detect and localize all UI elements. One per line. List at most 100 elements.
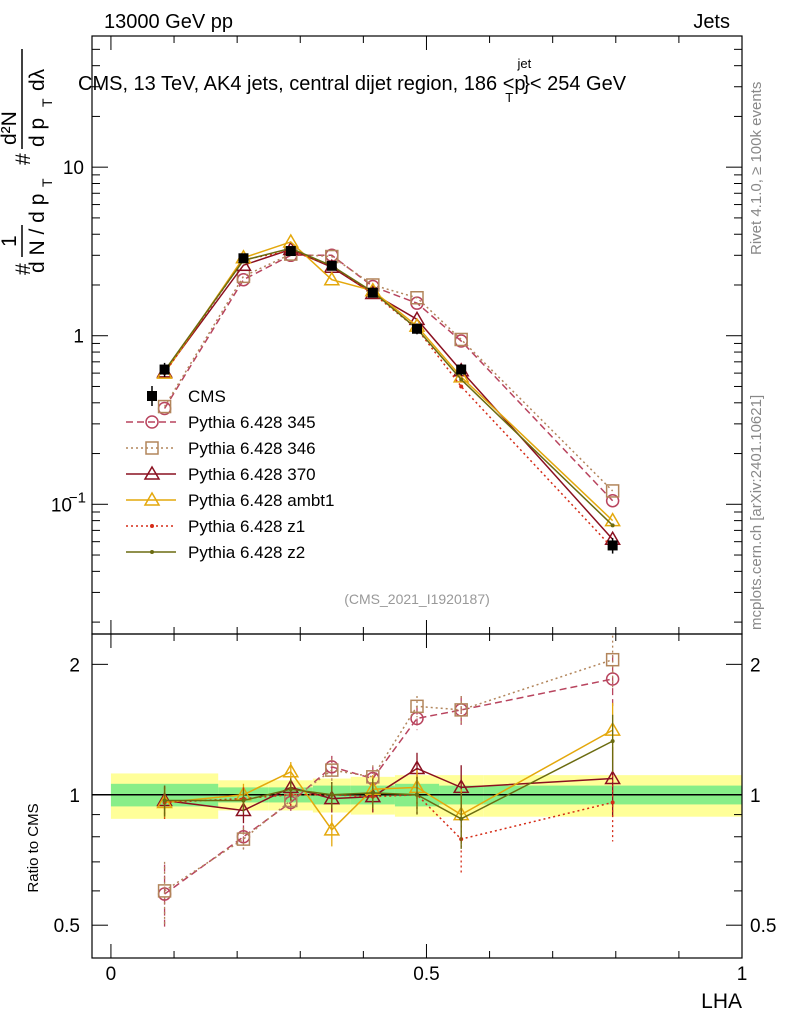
series-1-point xyxy=(454,332,468,347)
legend-label: Pythia 6.428 346 xyxy=(188,439,316,458)
ratio-y-label: Ratio to CMS xyxy=(25,803,42,892)
legend-item-1: Pythia 6.428 346 xyxy=(126,439,316,458)
rivet-label: Rivet 4.1.0, ≥ 100k events xyxy=(748,82,765,255)
legend-item-2: Pythia 6.428 370 xyxy=(126,465,316,484)
legend-marker xyxy=(150,550,154,554)
series-1-ratio-point xyxy=(157,884,172,898)
x-tick-label: 0 xyxy=(106,964,117,985)
svg-text:#: # xyxy=(12,263,35,275)
series-5-point xyxy=(610,523,615,528)
series-4-ratio-point xyxy=(610,800,615,805)
cms-data-point xyxy=(285,246,296,257)
series-1-point xyxy=(605,484,620,498)
header-left: 13000 GeV pp xyxy=(104,11,233,33)
svg-text:d²N: d²N xyxy=(0,111,21,145)
series-5-line xyxy=(163,247,614,526)
ratio-frame xyxy=(91,633,743,959)
series-1-line xyxy=(163,253,614,492)
series-5-ratio-point xyxy=(415,792,419,797)
x-tick-label: 1 xyxy=(737,964,748,985)
ratio-tick-label: 1 xyxy=(69,786,80,807)
series-1-ratio-point xyxy=(605,652,620,667)
series-0-point xyxy=(236,272,251,287)
ratio-series-layer xyxy=(156,635,621,929)
y-axis-label: # 1 d N / d p T # d²N d p T dλ xyxy=(0,49,55,275)
series-0-ratio-line xyxy=(164,678,613,895)
series-2-ratio-point xyxy=(604,770,621,785)
series-5-ratio-point xyxy=(162,798,167,803)
cms-data-point xyxy=(607,540,618,551)
x-tick-label: 0.5 xyxy=(413,964,439,985)
series-5-point xyxy=(459,377,464,382)
series-2-ratio-line xyxy=(164,767,613,812)
cms-data-point xyxy=(238,253,249,264)
legend-item-5: Pythia 6.428 z2 xyxy=(126,543,305,562)
legend-label: Pythia 6.428 345 xyxy=(188,413,316,432)
main-series-layer xyxy=(156,233,621,554)
x-axis-label: LHA xyxy=(701,990,742,1013)
ratio-tick-label: 2 xyxy=(69,655,80,676)
series-1-ratio-point xyxy=(236,832,251,846)
series-1-point xyxy=(157,399,172,414)
svg-text:1: 1 xyxy=(0,235,21,247)
y-tick-label: 1 xyxy=(73,327,84,348)
ratio-tick-label: 1 xyxy=(750,786,761,807)
svg-text:T: T xyxy=(39,178,55,187)
series-5-ratio-point xyxy=(370,790,375,795)
legend-cms-marker xyxy=(147,391,157,401)
cms-data-point xyxy=(412,323,422,334)
series-3-ratio-point xyxy=(323,821,341,836)
series-3-ratio-point xyxy=(282,763,300,778)
series-4-point xyxy=(459,384,464,389)
series-0-ratio-point xyxy=(605,672,620,686)
svg-text:T: T xyxy=(39,98,55,107)
series-1-point xyxy=(410,290,424,305)
legend-label: Pythia 6.428 z1 xyxy=(188,517,305,536)
series-1-ratio-point xyxy=(410,699,424,714)
legend-item-3: Pythia 6.428 ambt1 xyxy=(126,491,334,510)
series-5-ratio-point xyxy=(288,787,293,792)
y-tick-label: 10 xyxy=(63,158,84,179)
svg-text:#: # xyxy=(12,153,35,165)
series-5-ratio-point xyxy=(241,798,246,803)
cms-data-point xyxy=(159,364,170,375)
series-0-point xyxy=(605,493,620,508)
ratio-tick-label: 2 xyxy=(750,655,761,676)
series-5-ratio-point xyxy=(329,792,334,797)
series-5-ratio-point xyxy=(610,739,615,744)
analysis-tag: (CMS_2021_I1920187) xyxy=(344,591,490,607)
legend-item-cms: CMS xyxy=(147,386,226,406)
header-right: Jets xyxy=(693,11,730,33)
svg-text:d p: d p xyxy=(26,118,49,147)
svg-text:d N / d p: d N / d p xyxy=(26,194,49,273)
series-3-point xyxy=(323,271,341,286)
legend-item-4: Pythia 6.428 z1 xyxy=(126,517,305,536)
legend-label: Pythia 6.428 ambt1 xyxy=(188,491,334,510)
series-3-line xyxy=(163,241,614,522)
legend-label: Pythia 6.428 370 xyxy=(188,465,316,484)
legend: CMS Pythia 6.428 345 Pythia 6.428 346 Pythi… xyxy=(126,386,334,562)
legend-marker xyxy=(150,524,154,528)
series-1-ratio-point xyxy=(454,703,468,717)
chart-title: CMS, 13 TeV, AK4 jets, central dijet reg… xyxy=(78,56,627,105)
legend-marker xyxy=(145,441,159,455)
cms-data-point xyxy=(456,364,467,375)
legend-item-0: Pythia 6.428 345 xyxy=(126,413,316,432)
cms-data-point xyxy=(367,287,378,298)
svg-text:dλ: dλ xyxy=(26,68,49,91)
series-1-ratio-point xyxy=(325,763,339,777)
legend-marker xyxy=(145,415,159,429)
mcplots-label: mcplots.cern.ch [arXiv:2401.10621] xyxy=(748,395,765,630)
legend-marker xyxy=(143,491,161,506)
series-0-line xyxy=(163,254,614,502)
series-5-ratio-line xyxy=(164,740,613,820)
legend-marker xyxy=(143,465,161,480)
plot-frames xyxy=(91,35,743,959)
y-tick-exponent: −1 xyxy=(69,489,86,506)
series-2-ratio-point xyxy=(235,801,252,817)
legend-cms-label: CMS xyxy=(188,387,226,406)
series-5-ratio-point xyxy=(459,816,464,821)
y-tick-label: 10 xyxy=(51,495,72,516)
